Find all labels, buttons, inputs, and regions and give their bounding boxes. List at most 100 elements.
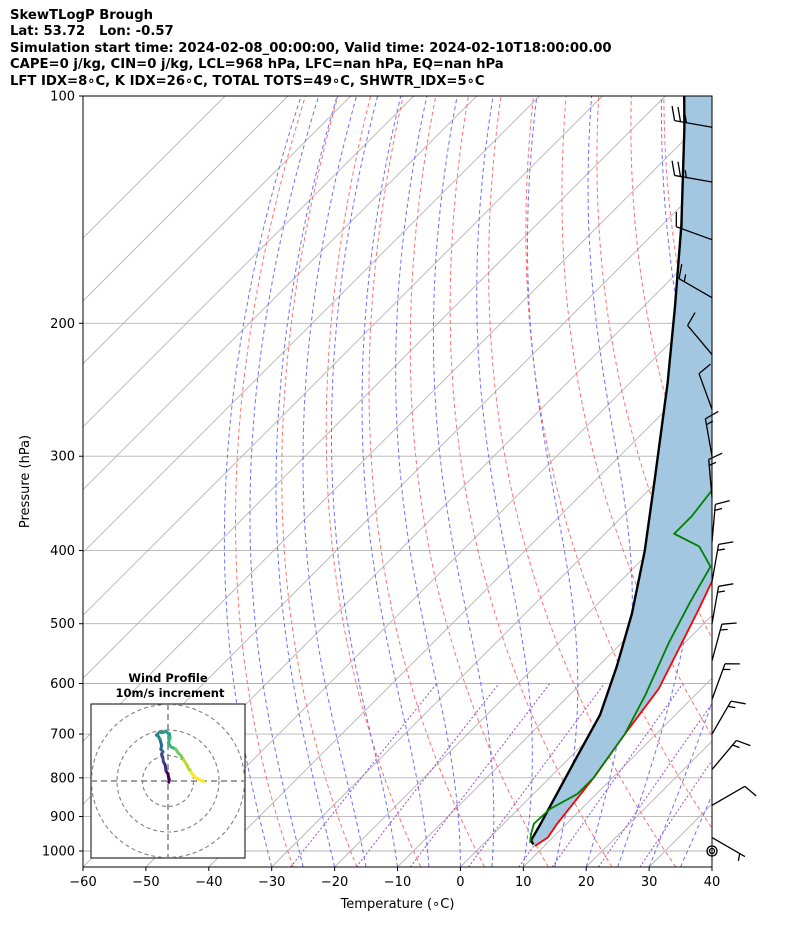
barb-half [708, 461, 717, 466]
barb-staff [704, 418, 713, 457]
moist-adiabat-line [302, 96, 367, 867]
y-axis-label: Pressure (hPa) [18, 435, 33, 528]
barb-full [687, 312, 696, 326]
y-tick-label: 100 [50, 90, 75, 105]
barb-staff [687, 325, 713, 355]
isotherm-line [83, 96, 415, 428]
barb-full [718, 541, 734, 546]
wind-barb [711, 500, 730, 543]
wind-barb [708, 452, 723, 498]
wind-barb [704, 410, 719, 457]
location-line: Lat: 53.72 Lon: -0.57 [10, 24, 174, 40]
barb-staff [711, 624, 723, 662]
x-tick-label: −30 [258, 875, 285, 890]
moist-adiabat-line [432, 96, 495, 867]
moist-adiabat-line [361, 96, 430, 867]
dry-adiabat-line [368, 96, 485, 867]
barb-full [718, 583, 734, 587]
y-tick-label: 800 [50, 771, 75, 786]
wind-barb [711, 541, 734, 582]
chart-header: SkewTLogP Brough Lat: 53.72 Lon: -0.57 S… [10, 8, 612, 90]
wind-barb [687, 312, 713, 355]
barb-staff [676, 226, 713, 241]
barb-staff [698, 373, 713, 410]
moist-adiabat-line [648, 700, 712, 867]
mixing-ratio-line [409, 683, 551, 867]
mixing-ratio-line [597, 702, 712, 867]
wind-barb [671, 105, 713, 128]
x-tick-label: −10 [384, 875, 411, 890]
barb-half [684, 170, 688, 178]
barb-half [706, 420, 714, 426]
isotherm-line [83, 96, 666, 679]
y-tick-label: 900 [50, 810, 75, 825]
moist-adiabat-line [476, 96, 533, 867]
mixing-ratio-line [468, 683, 605, 867]
isotherm-line [83, 111, 712, 742]
moist-adiabat-line [223, 96, 302, 867]
moist-adiabat-line [249, 96, 320, 867]
barb-staff [674, 120, 713, 128]
wind-barb [671, 160, 713, 183]
parcel-line [529, 96, 686, 845]
barb-full [677, 161, 682, 177]
isotherm-line [208, 363, 712, 867]
moist-adiabat-line [275, 96, 338, 867]
isotherm-line [334, 488, 712, 867]
barb-full [671, 105, 676, 121]
moist-adiabat-line [527, 96, 579, 867]
barb-staff [674, 174, 713, 183]
dry-adiabat-line [729, 96, 794, 867]
barb-full [736, 739, 751, 747]
barb-staff [711, 785, 746, 806]
isotherm-line [83, 96, 540, 554]
hodograph-subtitle: 10m/s increment [116, 686, 225, 700]
barb-full [715, 500, 730, 506]
barb-staff [711, 700, 732, 735]
barb-full [698, 363, 711, 375]
profile-lines [529, 96, 712, 847]
hodograph-body [91, 704, 245, 858]
wind-barb [706, 845, 718, 857]
y-tick-label: 600 [50, 677, 75, 692]
barb-full [677, 106, 682, 122]
isotherm-line [711, 866, 712, 867]
wind-barb [711, 622, 737, 662]
barb-half [717, 590, 725, 593]
wind-barb [711, 739, 751, 770]
dewpoint-line [529, 488, 712, 843]
dry-adiabat-line [525, 96, 712, 830]
x-tick-label: 40 [704, 875, 721, 890]
barb-staff [708, 459, 713, 498]
dry-adiabat-line [762, 96, 794, 867]
barb-half [714, 507, 723, 512]
y-tick-label: 400 [50, 544, 75, 559]
isotherm-line [460, 614, 712, 867]
cape-fill-layer [531, 96, 712, 846]
axes: −60 −50 −40 −30 −20 −10 0 10 20 30 40 100 200 300 400 5… [18, 90, 720, 913]
barb-staff [678, 278, 713, 299]
y-tick-label: 700 [50, 728, 75, 743]
calm-inner [708, 847, 716, 855]
barb-staff [711, 586, 720, 624]
wind-barbs [671, 105, 757, 862]
barb-full [730, 700, 746, 705]
wind-barb [675, 211, 713, 241]
barb-staff [711, 837, 746, 858]
moist-adiabat-line [680, 794, 712, 867]
isotherm-line [145, 300, 712, 867]
y-tick-label: 300 [50, 450, 75, 465]
barb-half [737, 853, 741, 862]
barb-full [721, 622, 737, 625]
wind-barb [711, 583, 734, 624]
barb-full [671, 160, 676, 176]
wind-barb [711, 837, 746, 862]
barb-staff [711, 544, 720, 582]
x-tick-label: −60 [69, 875, 96, 890]
isotherm-line [397, 551, 712, 867]
barb-half [683, 274, 687, 282]
wind-barb [711, 700, 746, 735]
time-line: Simulation start time: 2024-02-08_00:00:… [10, 40, 612, 56]
